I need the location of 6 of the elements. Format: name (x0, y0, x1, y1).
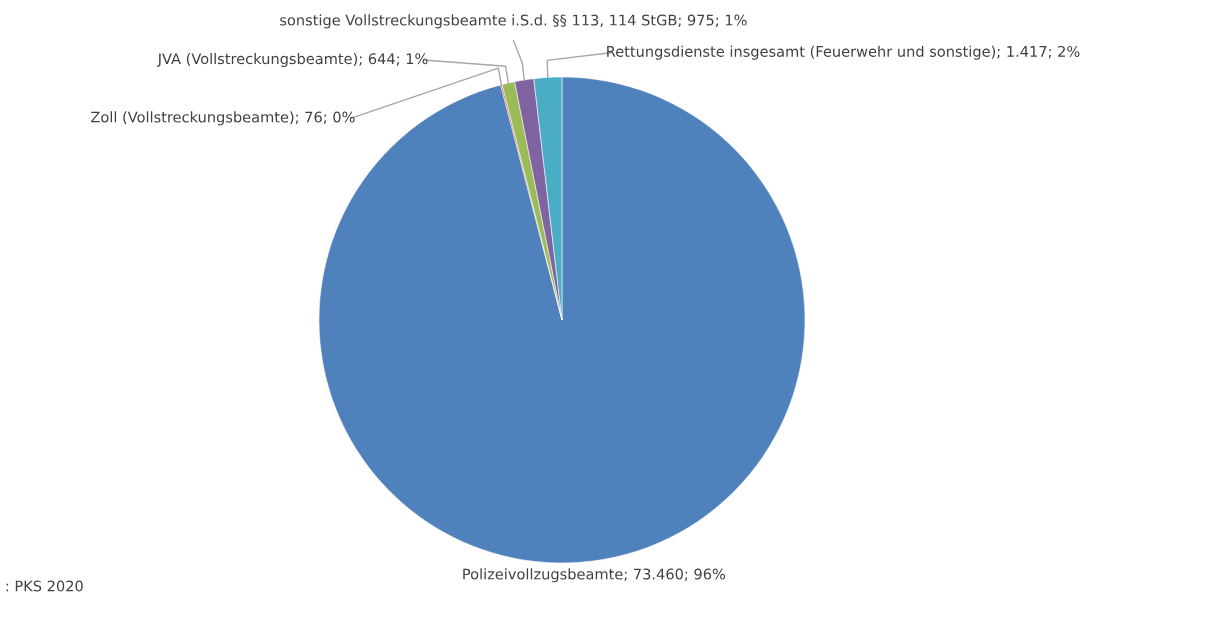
text: : PKS 2020 (6, 580, 83, 592)
slice-label: Zoll (Vollstreckungsbeamte); 76; 0% (91, 111, 355, 126)
slice-label: Polizeivollzugsbeamte; 73.460; 96% (463, 568, 726, 583)
slice-label: JVA (Vollstreckungsbeamte); 644; 1% (156, 52, 428, 68)
slice-label: Rettungsdienste insgesamt (Feuerwehr und sonstige); 1.417; 2% (607, 45, 1080, 60)
slice-label: sonstige Vollstreckungsbeamte i.S.d. §§ 113, 114 StGB; 975; 1% (280, 14, 747, 29)
